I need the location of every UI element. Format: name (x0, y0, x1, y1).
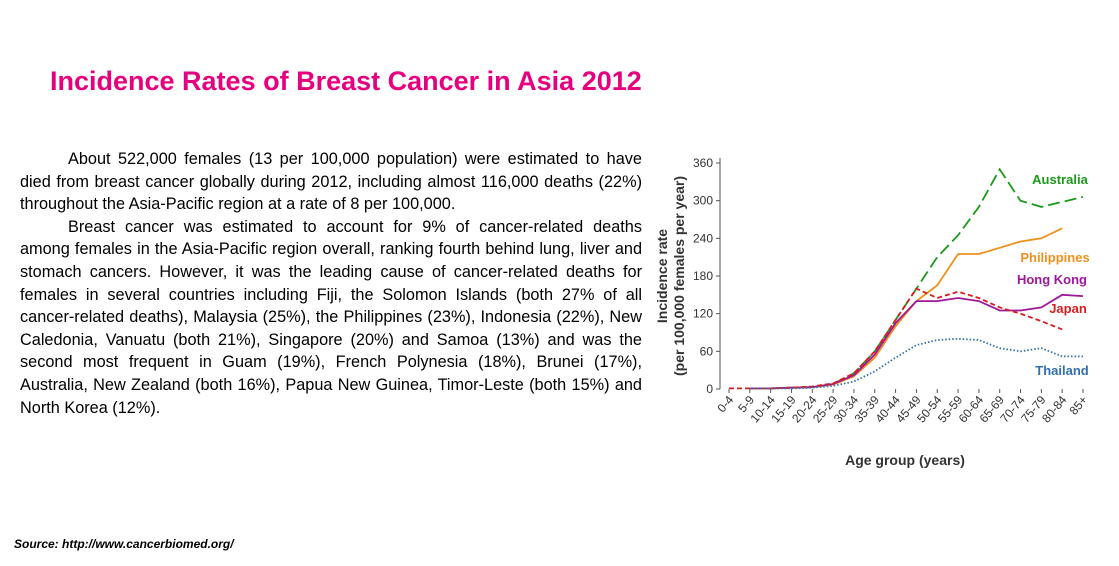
line-series (729, 287, 1063, 390)
line-series (749, 293, 1084, 390)
x-tick-label: 80-84 (1039, 393, 1070, 426)
slide-title: Incidence Rates of Breast Cancer in Asia… (50, 66, 642, 96)
x-axis-label: Age group (years) (845, 452, 965, 468)
paragraph: About 522,000 females (13 per 100,000 po… (20, 150, 642, 214)
x-tick-label: 85+ (1066, 393, 1090, 418)
series-label: Philippines (1020, 250, 1089, 265)
series-label: Thailand (1035, 363, 1089, 378)
series-label: Hong Kong (1017, 272, 1087, 287)
body-text: About 522,000 females (13 per 100,000 po… (20, 148, 642, 419)
y-tick-label: 300 (693, 194, 713, 208)
y-tick-label: 240 (693, 231, 713, 245)
y-axis-label: (per 100,000 females per year) (671, 176, 687, 376)
line-series (749, 337, 1083, 390)
line-series (749, 227, 1063, 390)
y-tick-label: 120 (693, 307, 713, 321)
y-axis-label: Incidence rate (654, 229, 670, 323)
series-label: Japan (1049, 301, 1087, 316)
source-note: Source: http://www.cancerbiomed.org/ (14, 537, 234, 551)
y-tick-label: 360 (693, 156, 713, 170)
x-tick-label: 0-4 (714, 393, 736, 416)
y-tick-label: 180 (693, 269, 713, 283)
y-tick-label: 0 (706, 382, 713, 396)
paragraph: Breast cancer was estimated to account f… (20, 217, 642, 417)
series-label: Australia (1032, 172, 1088, 187)
y-tick-label: 60 (700, 344, 714, 358)
